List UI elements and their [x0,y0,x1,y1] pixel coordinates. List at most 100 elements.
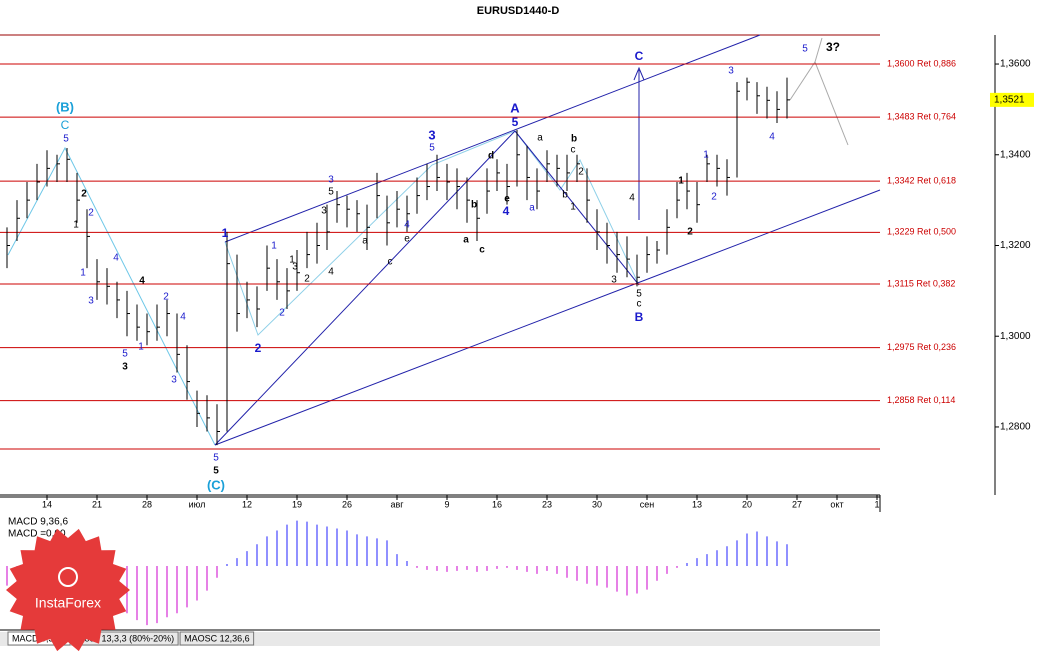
level-label: 1,2975 Ret 0,236 [887,342,956,352]
x-tick-label: 19 [292,499,302,509]
tab [179,631,255,646]
level-label: 1,3600 Ret 0,886 [887,58,956,68]
wave-label: (C) [207,477,225,492]
x-tick-label: 12 [242,499,252,509]
last-price-label: 1,3521 [994,95,1025,106]
wave-label: 1 [703,150,709,161]
x-tick-label: окт [830,499,843,509]
wave-label: 1 [289,255,295,266]
logo-text: InstaForex [35,595,101,611]
y-tick-label: 1,2800 [1000,422,1031,433]
wave-label: 4 [503,204,510,218]
wave-label: 4 [404,220,410,231]
logo-icon [58,567,78,587]
wave-label: 4 [328,267,334,278]
wave-label: 1 [80,268,86,279]
x-tick-label: 30 [592,499,602,509]
tab-label: MAOSC 12,36,6 [184,633,250,643]
wave-label: 3 [122,362,128,373]
wave-label: 3? [826,40,840,54]
wave-line [7,146,216,446]
wave-label: 3 [611,275,617,286]
wave-label: c [637,299,642,310]
y-tick-label: 1,3000 [1000,331,1031,342]
tab-label: Stoch 13,3,3 (80%-20%) [76,633,174,643]
wave-label: e [504,194,510,205]
logo: InstaForex [6,528,130,652]
wave-line [224,130,516,336]
wave-label: 1 [570,202,576,213]
wave-label: 2 [255,341,262,355]
wave-label: 2 [578,167,584,178]
x-tick-label: 9 [444,499,449,509]
wave-label: b [571,134,577,145]
wave-label: a [537,133,543,144]
wave-label: 2 [304,274,310,285]
level-label: 1,3483 Ret 0,764 [887,111,956,121]
level-label: 1,3342 Ret 0,618 [887,175,956,185]
wave-label: 5 [328,187,334,198]
wave-label: 3 [428,127,435,142]
wave-label: 4 [629,193,635,204]
x-tick-label: 21 [92,499,102,509]
wave-label: 4 [139,276,145,287]
wave-label: 1 [73,220,79,231]
wave-label: a [362,236,368,247]
wave-label: 1 [138,342,144,353]
channel-upper [224,34,761,243]
x-tick-label: июл [189,499,206,509]
wave-label: 2 [163,292,169,303]
projection [814,37,823,63]
wave-label: 4 [180,312,186,323]
y-tick-label: 1,3200 [1000,240,1031,251]
wave-label: 5 [636,289,642,300]
wave-label: 5 [122,349,128,360]
wave-label: 2 [687,227,693,238]
wave-label: 3 [88,296,94,307]
x-tick-label: 27 [792,499,802,509]
y-tick-label: 1,3400 [1000,149,1031,160]
y-tick-label: 1,3600 [1000,59,1031,70]
wave-label: 3 [328,175,334,186]
wave-label: 2 [81,189,87,200]
logo-badge [6,528,130,652]
wave-label: c [479,245,485,256]
x-tick-label: 16 [492,499,502,509]
macd-label: MACD =0,00 [8,529,66,540]
wave-label: b [562,190,568,201]
wave-label: 2 [711,192,717,203]
wave-label: a [529,203,535,214]
x-tick-label: 13 [692,499,702,509]
wave-label: B [635,310,644,324]
level-label: 1,3115 Ret 0,382 [887,278,955,288]
trend-line [514,130,640,286]
wave-label: 2 [88,208,94,219]
x-tick-label: 23 [542,499,552,509]
wave-label: 3 [728,66,734,77]
wave-label: 5 [512,115,519,129]
wave-label: 3 [292,262,298,273]
x-tick-label: авг [390,499,404,509]
x-tick-label: сен [640,499,655,509]
wave-label: 5 [213,466,219,477]
wave-label: c [571,145,576,156]
wave-label: C [61,118,70,132]
wave-line [514,130,640,286]
x-tick-label: 26 [342,499,352,509]
x-tick-label: 20 [742,499,752,509]
wave-label: 5 [802,44,808,55]
trend-line [214,130,516,446]
x-tick-label: 14 [42,499,52,509]
wave-label: c [388,257,393,268]
chart-title: EURUSD1440-D [477,5,560,17]
wave-label: 2 [279,308,285,319]
arrow-head [633,66,645,81]
wave-label: (B) [56,99,74,114]
x-tick-label: 28 [142,499,152,509]
wave-label: A [510,100,520,115]
last-price-box [990,92,1034,107]
wave-label: 5 [213,453,219,464]
wave-label: 5 [429,143,435,154]
x-tick-label: 1 [874,499,879,509]
